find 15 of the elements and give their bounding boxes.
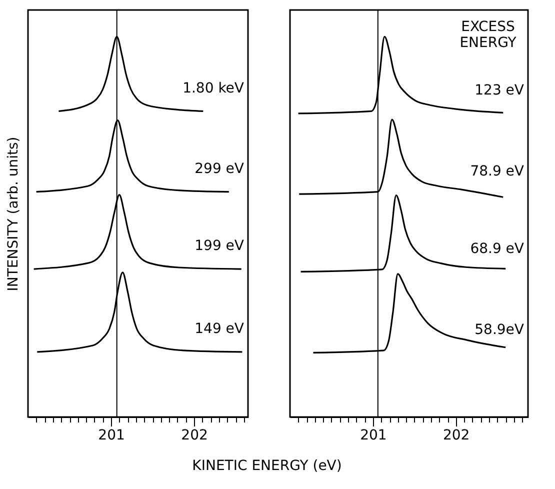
annotation: EXCESS ENERGY xyxy=(460,19,517,51)
x-tick-label: 202 xyxy=(181,428,208,444)
series-label: 299 eV xyxy=(194,160,244,177)
series-label: 68.9 eV xyxy=(470,240,524,257)
x-tick-label: 201 xyxy=(98,428,125,444)
series-label: 149 eV xyxy=(194,321,244,338)
y-axis-title: INTENSITY (arb. units) xyxy=(6,136,22,292)
series-label: 78.9 eV xyxy=(470,163,524,180)
series-label: 58.9eV xyxy=(474,322,524,338)
x-axis-title: KINETIC ENERGY (eV) xyxy=(192,458,342,474)
series-label: 199 eV xyxy=(194,238,244,254)
series-label: 123 eV xyxy=(474,82,524,99)
x-tick-label: 201 xyxy=(360,428,387,444)
x-tick-label: 202 xyxy=(442,428,470,444)
series-label: 1.80 keV xyxy=(182,80,244,96)
